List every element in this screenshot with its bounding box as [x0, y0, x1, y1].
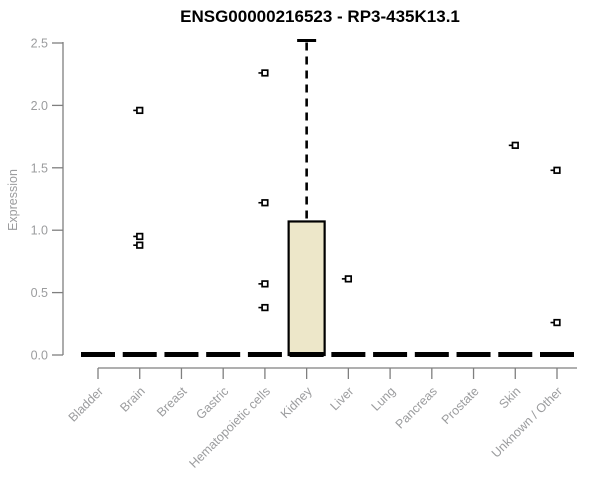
- x-category-label-liver: Liver: [327, 384, 356, 413]
- outlier-point-unknown-other: [553, 166, 561, 174]
- y-tick-label: 1.5: [31, 161, 48, 175]
- x-category-label-breast: Breast: [154, 384, 190, 420]
- x-category-label-hematopoietic-cells: Hematopoietic cells: [186, 384, 273, 471]
- median-bar-bladder: [81, 352, 115, 357]
- outlier-point-brain: [136, 106, 144, 115]
- median-bar-pancreas: [414, 352, 449, 357]
- x-category-label-kidney: Kidney: [278, 384, 315, 421]
- outlier-point-hematopoietic-cells: [261, 303, 269, 312]
- median-bar-lung: [373, 352, 408, 357]
- median-bar-prostate: [456, 352, 491, 357]
- median-bar-brain: [122, 352, 157, 357]
- y-tick-label: 0.5: [31, 286, 48, 300]
- x-category-label-prostate: Prostate: [439, 384, 482, 427]
- outlier-point-unknown-other: [553, 318, 561, 327]
- box-kidney: [287, 220, 326, 357]
- y-tick-label: 0.0: [31, 349, 48, 363]
- outlier-point-skin: [511, 141, 519, 149]
- outlier-point-hematopoietic-cells: [261, 69, 269, 77]
- x-category-label-unknown-other: Unknown / Other: [489, 384, 565, 460]
- median-bar-kidney: [289, 352, 324, 357]
- outlier-point-liver: [344, 275, 353, 283]
- outlier-point-brain: [136, 232, 144, 241]
- y-tick-label: 1.0: [31, 224, 48, 238]
- y-tick-label: 2.0: [31, 99, 48, 113]
- median-bar-skin: [498, 352, 533, 357]
- x-category-label-gastric: Gastric: [193, 384, 231, 422]
- median-bar-gastric: [206, 352, 241, 357]
- median-bar-breast: [164, 352, 199, 357]
- x-category-label-brain: Brain: [117, 384, 148, 415]
- median-bar-liver: [331, 352, 366, 357]
- outlier-point-hematopoietic-cells: [261, 280, 269, 288]
- outlier-point-hematopoietic-cells: [261, 199, 269, 207]
- median-bar-unknown-other: [540, 352, 574, 357]
- chart-title: ENSG00000216523 - RP3-435K13.1: [180, 7, 460, 26]
- x-category-label-bladder: Bladder: [66, 384, 106, 424]
- median-bar-hematopoietic-cells: [247, 352, 282, 357]
- outlier-point-brain: [136, 241, 144, 249]
- x-category-label-skin: Skin: [496, 384, 523, 411]
- y-tick-label: 2.5: [31, 37, 48, 51]
- x-category-label-pancreas: Pancreas: [393, 384, 440, 431]
- x-category-label-lung: Lung: [369, 384, 399, 414]
